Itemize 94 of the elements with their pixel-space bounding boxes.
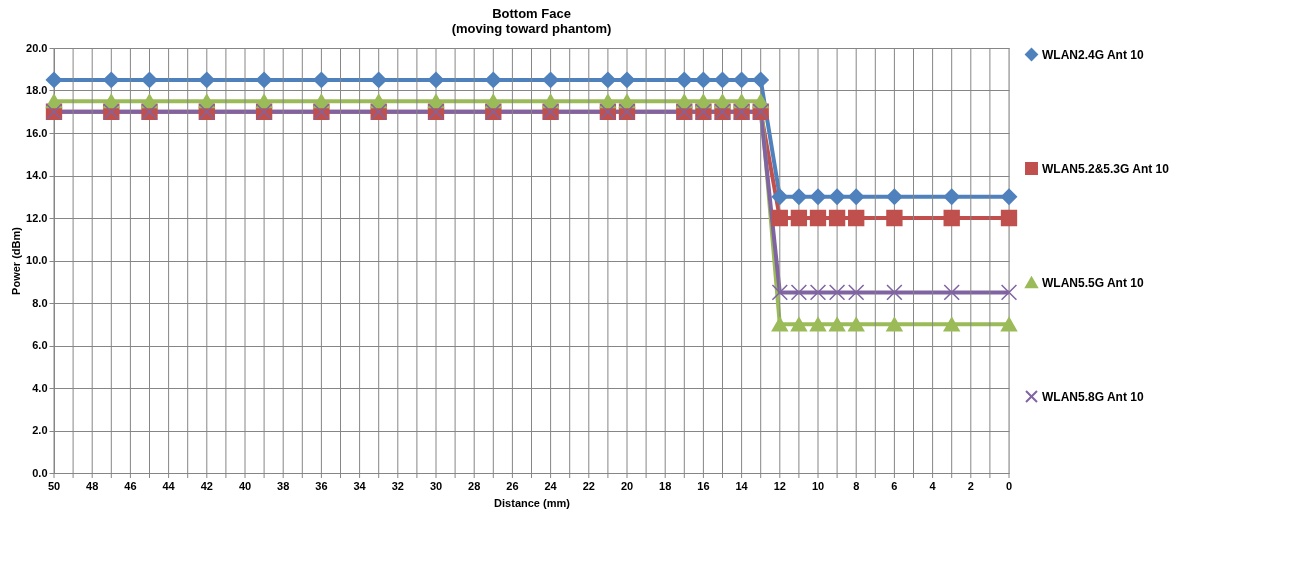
point	[943, 317, 960, 332]
point	[848, 317, 865, 332]
point	[752, 71, 769, 89]
point	[886, 317, 903, 332]
point	[485, 71, 502, 89]
point	[886, 209, 903, 227]
point	[771, 317, 788, 332]
point	[828, 317, 846, 332]
legend-label: WLAN5.8G Ant 10	[1042, 389, 1144, 404]
x-tick-label: 38	[277, 480, 290, 492]
x-tick-label: 16	[697, 480, 710, 492]
point	[141, 71, 158, 89]
point	[1000, 188, 1018, 205]
x-tick-label: 42	[200, 480, 213, 492]
point	[599, 71, 617, 89]
point	[771, 188, 788, 205]
x-tick-label: 46	[124, 480, 137, 492]
x-tick-label: 10	[811, 480, 825, 492]
x-tick-label: 12	[773, 480, 786, 492]
y-tick-label: 10.0	[26, 254, 48, 266]
x-tick-label: 8	[853, 480, 860, 492]
point	[771, 284, 788, 301]
x-tick-label: 22	[582, 480, 595, 492]
point	[809, 188, 827, 205]
x-tick-label: 26	[506, 480, 519, 492]
y-tick-label: 20.0	[26, 41, 48, 54]
y-axis-title: Power (dBm)	[10, 226, 23, 295]
point	[1000, 209, 1018, 227]
x-tick-label: 30	[429, 480, 443, 492]
x-tick-label: 36	[315, 480, 328, 492]
x-tick-label: 24	[544, 480, 558, 492]
point	[790, 284, 808, 301]
point	[618, 71, 636, 89]
chart-title: Bottom Face	[492, 6, 571, 21]
x-tick-label: 34	[353, 480, 367, 492]
point	[943, 209, 960, 227]
y-tick-label: 2.0	[32, 424, 48, 436]
point	[1000, 317, 1018, 332]
point	[848, 209, 865, 227]
point	[848, 188, 865, 205]
point	[943, 188, 960, 205]
point	[198, 71, 215, 89]
point	[809, 284, 827, 301]
point	[848, 284, 865, 301]
point	[676, 71, 693, 89]
point	[790, 209, 808, 227]
x-tick-label: 14	[735, 480, 749, 492]
point	[255, 71, 273, 89]
x-tick-label: 18	[659, 480, 672, 492]
point	[828, 188, 846, 205]
point	[714, 71, 731, 89]
x-tick-label: 28	[468, 480, 481, 492]
y-tick-label: 8.0	[32, 296, 48, 309]
x-axis-title: Distance (mm)	[494, 496, 571, 509]
x-tick-label: 6	[891, 480, 898, 492]
point	[733, 71, 750, 89]
point	[427, 71, 445, 89]
point	[695, 71, 712, 89]
point	[313, 71, 330, 89]
legend-label: WLAN2.4G Ant 10	[1042, 47, 1144, 62]
point	[370, 71, 387, 89]
point	[103, 71, 120, 89]
point	[809, 209, 827, 227]
y-tick-label: 16.0	[26, 126, 48, 139]
point	[790, 188, 808, 205]
legend-label: WLAN5.5G Ant 10	[1042, 275, 1144, 290]
x-tick-label: 32	[391, 480, 404, 492]
point	[45, 71, 63, 89]
point	[809, 317, 827, 332]
point	[886, 284, 903, 301]
y-tick-label: 14.0	[26, 169, 48, 181]
point	[790, 317, 808, 332]
x-tick-label: 50	[47, 480, 61, 492]
point	[886, 188, 903, 205]
point	[771, 209, 788, 227]
point	[1000, 284, 1018, 301]
chart-subtitle: (moving toward phantom)	[451, 21, 612, 36]
x-tick-label: 2	[967, 480, 974, 492]
y-tick-label: 12.0	[26, 211, 48, 224]
x-tick-label: 4	[929, 480, 937, 492]
point	[828, 284, 846, 301]
y-tick-label: 0.0	[32, 466, 48, 479]
point	[943, 284, 960, 301]
point	[542, 71, 559, 89]
legend-label: WLAN5.2&5.3G Ant 10	[1042, 161, 1170, 176]
y-tick-label: 18.0	[26, 84, 48, 96]
x-tick-label: 0	[1005, 480, 1013, 492]
y-tick-label: 6.0	[32, 339, 48, 351]
x-tick-label: 44	[162, 480, 176, 492]
x-tick-label: 20	[620, 480, 634, 492]
x-tick-label: 40	[238, 480, 252, 492]
y-tick-label: 4.0	[32, 381, 48, 394]
x-tick-label: 48	[86, 480, 99, 492]
point	[828, 209, 846, 227]
